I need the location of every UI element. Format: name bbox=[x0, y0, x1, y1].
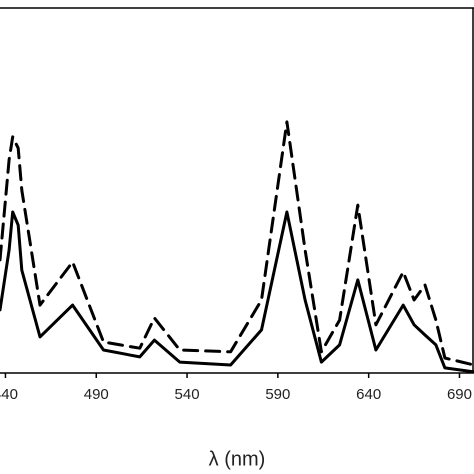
x-axis-title: λ (nm) bbox=[209, 448, 266, 470]
x-tick-label: 590 bbox=[265, 386, 290, 403]
data-line bbox=[0, 120, 474, 367]
x-tick-label: 490 bbox=[84, 386, 109, 403]
x-tick-label: 640 bbox=[356, 386, 381, 403]
x-tick-label: 690 bbox=[447, 386, 472, 403]
x-tick-label: 440 bbox=[0, 386, 18, 403]
x-tick-label: 540 bbox=[175, 386, 200, 403]
data-line bbox=[0, 210, 474, 374]
